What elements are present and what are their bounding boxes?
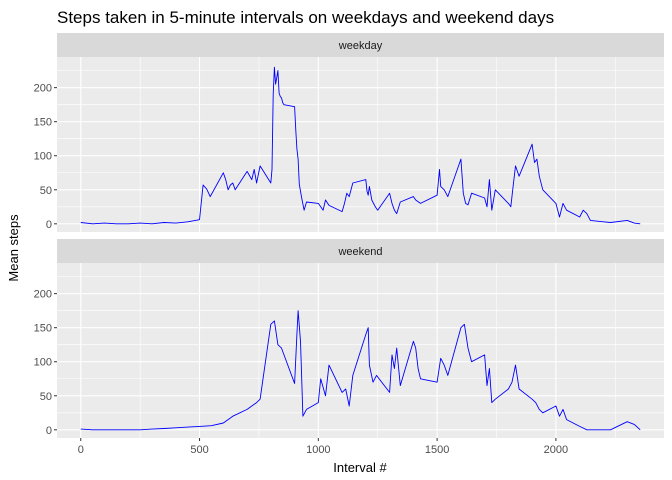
strip-background bbox=[57, 239, 664, 263]
panel-weekend: weekend 0 50 100 150 200 bbox=[34, 239, 664, 438]
y-tick-label: 150 bbox=[34, 323, 52, 335]
y-tick-label: 150 bbox=[34, 117, 52, 129]
strip-label: weekday bbox=[338, 40, 383, 52]
y-tick-label: 100 bbox=[34, 151, 52, 163]
x-axis-title: Interval # bbox=[333, 460, 387, 475]
y-tick-label: 200 bbox=[34, 83, 52, 95]
panel-background bbox=[57, 57, 664, 232]
x-tick-label: 0 bbox=[78, 444, 84, 456]
series-line-weekday bbox=[80, 66, 641, 225]
strip-label: weekend bbox=[337, 246, 382, 258]
y-tick-label: 200 bbox=[34, 289, 52, 301]
y-tick-label: 50 bbox=[40, 185, 52, 197]
y-tick-label: 0 bbox=[46, 219, 52, 231]
x-tick-label: 2000 bbox=[544, 444, 568, 456]
y-tick-label: 0 bbox=[46, 425, 52, 437]
x-axis: 0 500 1000 1500 2000 bbox=[78, 438, 568, 456]
series-line-weekend bbox=[80, 310, 641, 431]
x-tick-label: 1500 bbox=[425, 444, 449, 456]
strip-background bbox=[57, 33, 664, 57]
y-tick-label: 50 bbox=[40, 391, 52, 403]
x-tick-label: 500 bbox=[190, 444, 208, 456]
y-tick-label: 100 bbox=[34, 357, 52, 369]
panel-weekday: weekday 0 50 100 150 200 bbox=[34, 33, 664, 232]
panels-group: weekday 0 50 100 150 200 weekend 0 50 100 150 200 bbox=[34, 33, 664, 438]
x-tick-label: 1000 bbox=[306, 444, 330, 456]
chart-title: Steps taken in 5-minute intervals on wee… bbox=[57, 8, 554, 27]
y-axis-title: Mean steps bbox=[6, 214, 21, 282]
